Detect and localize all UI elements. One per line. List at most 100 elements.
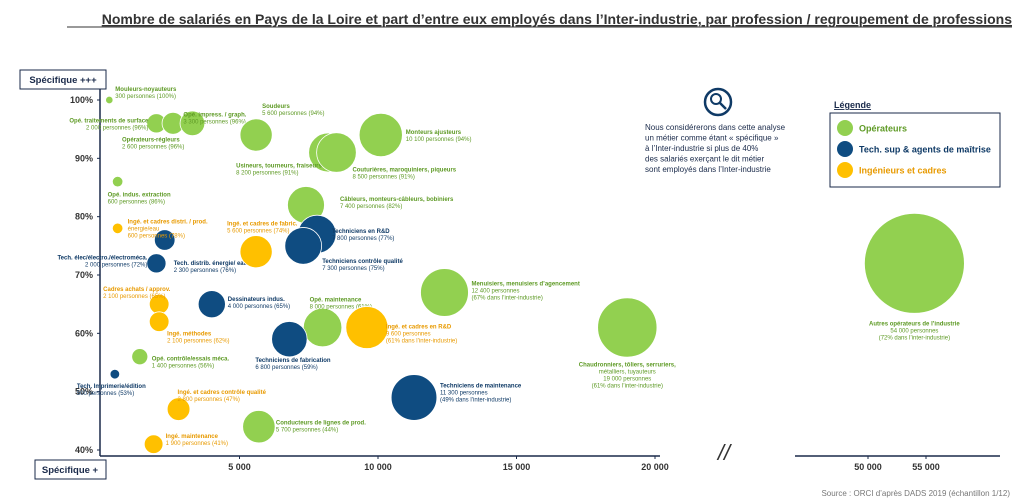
legend-box (829, 112, 1001, 188)
point-label: 7 300 personnes (75%) (322, 266, 384, 272)
point-label: 300 personnes (100%) (115, 94, 176, 100)
point-label: 5 600 personnes (74%) (227, 229, 289, 235)
bubble (197, 290, 226, 319)
legend-swatch (837, 162, 853, 178)
x-tick-label: 50 000 (854, 462, 882, 472)
point-label: Mouleurs-noyauteurs (115, 87, 177, 93)
bubble (179, 110, 206, 137)
point-label: 2 100 personnes (65%) (103, 294, 165, 300)
point-label: 1 400 personnes (56%) (152, 364, 214, 370)
point-label: (49% dans l’inter-industrie) (440, 398, 511, 404)
note-line: à l’Inter-industrie si plus de 40% (645, 144, 758, 153)
bubble (146, 253, 167, 274)
point-label: Conducteurs de lignes de prod. (276, 421, 366, 427)
legend-swatch (837, 120, 853, 136)
point-label: Opé. impress. / graph. (183, 112, 246, 118)
bubble (148, 311, 170, 332)
note-icon (703, 87, 733, 117)
point-label: 54 000 personnes (890, 328, 938, 334)
point-label: Techniciens en R&D (332, 229, 390, 235)
point-label: 11 300 personnes (440, 391, 488, 397)
note-line: un métier comme étant « spécifique » (645, 134, 779, 143)
point-label: 1 900 personnes (41%) (166, 441, 228, 447)
point-label: Câbleurs, monteurs-câbleurs, bobiniers (340, 197, 454, 203)
bubble (302, 307, 343, 348)
point-label: 2 100 personnes (62%) (167, 339, 229, 345)
point-label: 10 100 personnes (94%) (406, 137, 472, 143)
point-label: 8 000 personnes (61%) (310, 305, 372, 311)
point-label: 5 600 personnes (94%) (262, 111, 324, 117)
point-label: 19 000 personnes (603, 377, 651, 383)
point-label: 2 600 personnes (96%) (122, 144, 184, 150)
bubble (109, 368, 121, 380)
point-label: 12 400 personnes (471, 289, 519, 295)
point-label: Dessinateurs indus. (228, 297, 285, 303)
y-tick-label: 50% (75, 387, 93, 397)
point-label: métalliers, tuyauteurs (599, 370, 656, 376)
point-label: Techniciens de maintenance (440, 384, 522, 390)
bubble (239, 118, 273, 152)
note-line: sont employés dans l’Inter-industrie (645, 165, 771, 174)
y-tick-label: 40% (75, 445, 93, 455)
bubble (345, 306, 389, 349)
y-top-box (19, 69, 107, 90)
bubble (390, 374, 438, 421)
point-label: (61% dans l’inter-industrie) (386, 339, 457, 345)
point-label: Ingé. et cadres de fabric. (227, 222, 298, 228)
point-label: 8 200 personnes (91%) (236, 171, 298, 177)
legend-label: Opérateurs (859, 124, 907, 134)
point-label: Ingé. maintenance (166, 434, 219, 440)
point-label: (67% dans l’inter-industrie) (471, 296, 542, 302)
point-label: Opé. indus. extraction (108, 193, 171, 199)
point-label: (72% dans l’inter-industrie) (879, 335, 950, 341)
point-label: Opé. maintenance (310, 298, 362, 304)
point-label: Ingé. et cadres en R&D (386, 325, 452, 331)
y-tick-label: 80% (75, 212, 93, 222)
bubble (316, 132, 357, 173)
point-label: Autres opérateurs de l’industrie (869, 321, 960, 327)
point-label: 600 personnes (86%) (108, 200, 165, 206)
y-tick-label: 70% (75, 270, 93, 280)
y-tick-label: 100% (70, 95, 93, 105)
point-label: 2 000 personnes (96%) (86, 125, 148, 131)
axis-break: // (716, 440, 732, 465)
x-tick-label: 15 000 (503, 462, 531, 472)
point-label: Tech. Imprimerie/édition (77, 384, 146, 390)
point-label: 8 500 personnes (91%) (352, 175, 414, 181)
point-label: 5 700 personnes (44%) (276, 428, 338, 434)
point-label: Tech. distrib. énergie/ eau (174, 261, 248, 267)
bubble (105, 95, 114, 105)
bubble (242, 410, 276, 444)
point-label: énergie/eau (128, 226, 160, 232)
note-line: des salariés exerçant le dit métier (645, 155, 765, 164)
point-label: 6 800 personnes (59%) (255, 365, 317, 371)
point-label: Tech. élec/électro./électroméca. (57, 255, 147, 261)
bubble (420, 268, 469, 317)
point-label: Techniciens contrôle qualité (322, 259, 403, 265)
point-label: Couturières, maroquiniers, piqueurs (352, 168, 456, 174)
point-label: 7 400 personnes (82%) (340, 204, 402, 210)
legend-title: Légende (834, 100, 871, 110)
point-label: Monteurs ajusteurs (406, 130, 462, 136)
bubble (284, 227, 322, 265)
point-label: Chaudronniers, tôliers, serruriers, (579, 363, 676, 369)
source: Source : ORCI d’après DADS 2019 (échanti… (821, 489, 1010, 498)
point-label: (61% dans l’inter-industrie) (592, 384, 663, 390)
x-tick-label: 55 000 (912, 462, 940, 472)
bubble (143, 434, 164, 454)
point-label: Menuisiers, menuisiers d’agencement (471, 282, 579, 288)
bubble (358, 112, 403, 158)
y-bottom-box (34, 459, 107, 480)
legend-swatch (837, 141, 853, 157)
bubble (111, 175, 124, 188)
point-label: Ingé. et cadres distri. / prod. (128, 219, 208, 225)
point-label: Opérateurs-régleurs (122, 137, 180, 143)
point-label: Ingé. et cadres contrôle qualité (178, 390, 267, 396)
bubble (131, 348, 149, 366)
point-label: Cadres achats / approv. (103, 287, 171, 293)
point-label: 2 000 personnes (72%) (85, 262, 147, 268)
chart-title: Nombre de salariés en Pays de la Loire e… (102, 11, 1012, 27)
x-tick-label: 10 000 (364, 462, 392, 472)
point-label: Soudeurs (262, 104, 290, 110)
